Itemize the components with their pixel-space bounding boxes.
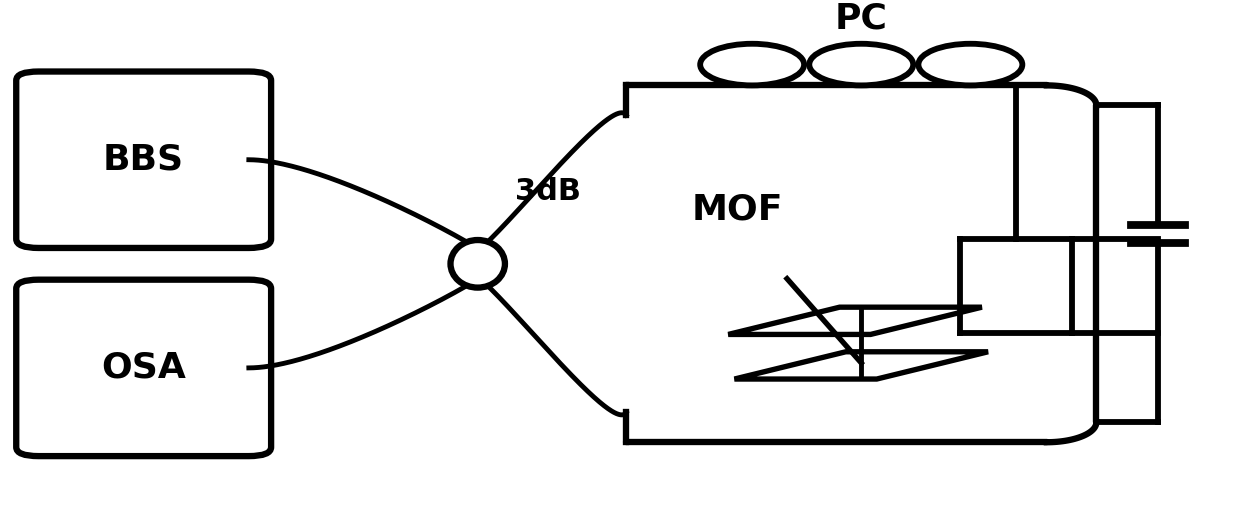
Circle shape <box>701 44 804 85</box>
Ellipse shape <box>450 240 505 288</box>
Text: BBS: BBS <box>103 143 185 177</box>
Circle shape <box>810 44 913 85</box>
Text: PC: PC <box>835 2 888 36</box>
Text: 3dB: 3dB <box>515 177 580 206</box>
FancyBboxPatch shape <box>16 71 272 248</box>
Polygon shape <box>728 307 982 334</box>
Text: MOF: MOF <box>692 192 784 226</box>
FancyBboxPatch shape <box>16 280 272 456</box>
Polygon shape <box>734 352 988 379</box>
Circle shape <box>919 44 1022 85</box>
Text: OSA: OSA <box>102 351 186 385</box>
